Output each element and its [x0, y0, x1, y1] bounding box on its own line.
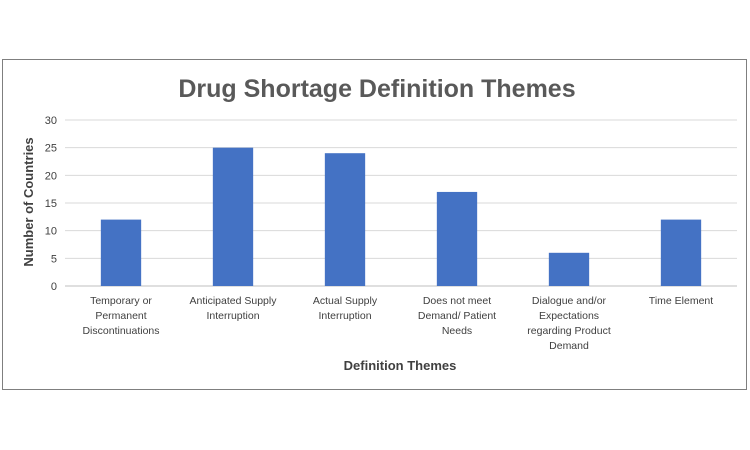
bar — [212, 147, 254, 286]
bar — [548, 252, 590, 286]
x-category-label: Temporary or Permanent Discontinuations — [82, 295, 159, 337]
y-tick-label: 5 — [51, 253, 57, 265]
x-category-label: Anticipated Supply Interruption — [190, 295, 278, 322]
bar — [436, 191, 478, 286]
x-category-label: Dialogue and/or Expectations regarding Pro… — [527, 295, 611, 352]
x-category-label: Does not meet Demand/ Patient Needs — [418, 295, 496, 337]
y-axis-title: Number of Countries — [21, 137, 36, 266]
y-tick-label: 20 — [45, 170, 57, 182]
y-tick-label: 25 — [45, 143, 57, 155]
bars — [100, 147, 702, 286]
x-category-label: Time Element — [649, 295, 713, 307]
gridlines — [65, 119, 737, 287]
bar-chart: Drug Shortage Definition Themes 0 5 10 15 20… — [21, 75, 737, 373]
chart-frame: Drug Shortage Definition Themes 0 5 10 15 20… — [2, 59, 747, 390]
y-tick-label: 30 — [45, 115, 57, 127]
x-axis-categories: Temporary or Permanent Discontinuations Ant… — [82, 295, 713, 352]
bar — [324, 153, 366, 286]
x-category-label: Actual Supply Interruption — [313, 295, 378, 322]
y-axis-ticks: 0 5 10 15 20 25 30 — [45, 115, 57, 293]
bar — [660, 219, 702, 286]
chart-title: Drug Shortage Definition Themes — [178, 75, 575, 103]
bar — [100, 219, 142, 286]
y-tick-label: 15 — [45, 198, 57, 210]
x-axis-title: Definition Themes — [344, 358, 457, 373]
y-tick-label: 0 — [51, 281, 57, 293]
y-tick-label: 10 — [45, 226, 57, 238]
